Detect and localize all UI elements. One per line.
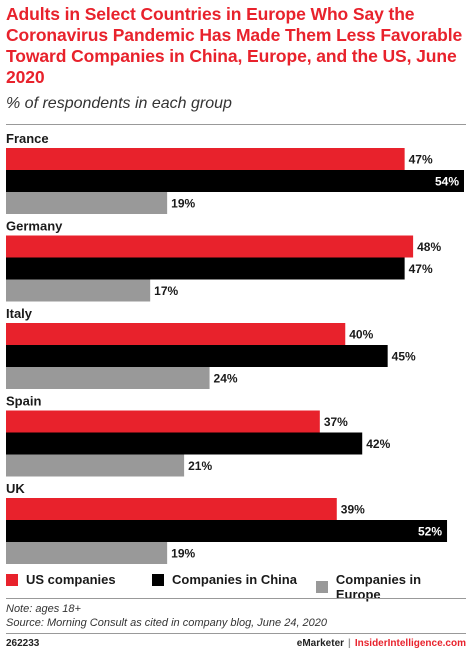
legend-swatch-china <box>152 573 164 586</box>
bar-italy-us-companies <box>6 323 346 345</box>
value-label-uk-companies-in-china: 52% <box>418 525 442 539</box>
source-text: Source: Morning Consult as cited in comp… <box>6 617 328 629</box>
notes-divider <box>6 598 466 599</box>
value-label-germany-companies-in-europe: 17% <box>154 284 178 298</box>
bar-germany-companies-in-china <box>6 257 405 280</box>
footer-divider <box>6 633 466 634</box>
bar-spain-us-companies <box>6 410 320 433</box>
chart-subtitle: % of respondents in each group <box>6 95 232 112</box>
chart-id: 262233 <box>6 638 40 649</box>
bar-france-companies-in-china <box>6 170 464 192</box>
category-label-france: France <box>6 131 49 146</box>
value-label-spain-companies-in-china: 42% <box>366 437 390 451</box>
bar-france-companies-in-europe <box>6 192 168 214</box>
bar-spain-companies-in-china <box>6 432 363 455</box>
notes: Note: ages 18+ Source: Morning Consult a… <box>6 602 327 630</box>
legend-swatch-us <box>6 573 18 586</box>
value-label-france-companies-in-china: 54% <box>435 175 459 189</box>
value-label-germany-us-companies: 48% <box>417 240 441 254</box>
value-label-france-companies-in-europe: 19% <box>171 197 195 211</box>
bar-uk-companies-in-china <box>6 520 448 542</box>
bar-italy-companies-in-europe <box>6 367 210 389</box>
bar-spain-companies-in-europe <box>6 454 185 477</box>
brand-emarketer: eMarketer <box>296 638 345 649</box>
legend-item-china: Companies in China <box>152 572 297 587</box>
note-text: Note: ages 18+ <box>6 603 81 615</box>
legend-label-china: Companies in China <box>172 572 297 587</box>
value-label-uk-companies-in-europe: 19% <box>171 547 195 561</box>
bar-germany-us-companies <box>6 235 414 258</box>
legend-label-us: US companies <box>26 572 116 587</box>
category-label-italy: Italy <box>6 306 33 321</box>
brand-separator: | <box>348 638 351 649</box>
legend-swatch-europe <box>316 581 328 593</box>
category-label-spain: Spain <box>6 394 41 409</box>
category-label-germany: Germany <box>6 219 63 234</box>
bar-uk-companies-in-europe <box>6 542 168 564</box>
bar-chart: France47%54%19%Germany48%47%17%Italy40%4… <box>6 131 464 564</box>
value-label-france-us-companies: 47% <box>409 153 433 167</box>
top-divider <box>6 124 466 125</box>
bar-germany-companies-in-europe <box>6 279 151 302</box>
value-label-germany-companies-in-china: 47% <box>409 262 433 276</box>
value-label-uk-us-companies: 39% <box>341 503 365 517</box>
chart-legend: US companies Companies in China Companie… <box>6 572 468 602</box>
chart-title: Adults in Select Countries in Europe Who… <box>6 4 463 87</box>
bar-uk-us-companies <box>6 498 337 520</box>
bar-italy-companies-in-china <box>6 345 388 367</box>
value-label-italy-companies-in-china: 45% <box>392 350 416 364</box>
value-label-italy-companies-in-europe: 24% <box>214 372 238 386</box>
footer-brand: eMarketer | InsiderIntelligence.com <box>297 638 466 649</box>
bar-france-us-companies <box>6 148 405 170</box>
value-label-spain-companies-in-europe: 21% <box>188 459 212 473</box>
value-label-italy-us-companies: 40% <box>349 328 373 342</box>
value-label-spain-us-companies: 37% <box>324 415 348 429</box>
category-label-uk: UK <box>6 481 25 496</box>
legend-item-us: US companies <box>6 572 116 587</box>
brand-insider-intelligence: InsiderIntelligence.com <box>354 638 466 649</box>
